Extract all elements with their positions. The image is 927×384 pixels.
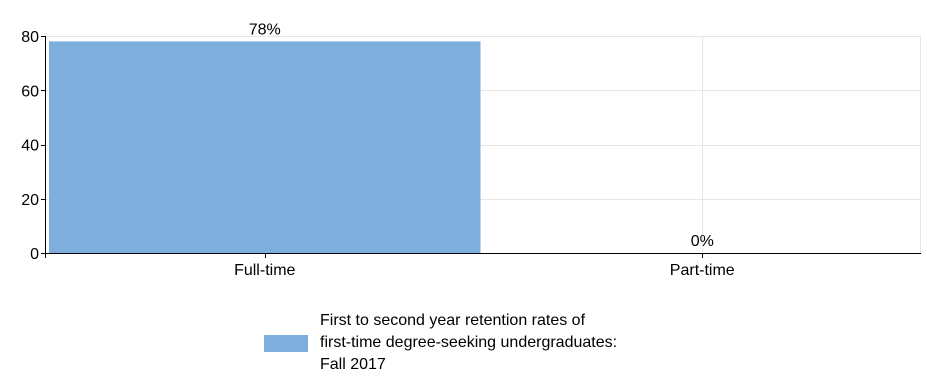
y-tick-label: 80 <box>21 29 39 46</box>
x-tick-label: Full-time <box>234 262 295 279</box>
y-tick-label: 60 <box>21 83 39 100</box>
y-tick-label: 20 <box>21 192 39 209</box>
data-label: 0% <box>691 233 714 250</box>
legend-label: First to second year retention rates of … <box>320 312 618 373</box>
y-tick-label: 0 <box>30 246 39 263</box>
bars <box>49 41 481 253</box>
axes <box>41 36 921 258</box>
y-tick-label: 40 <box>21 138 39 155</box>
labels: 78% 0% 0 20 40 60 80 Full-time Part-time <box>21 21 735 279</box>
data-label: 78% <box>249 21 281 38</box>
legend-swatch <box>264 334 308 352</box>
x-tick-label: Part-time <box>670 262 735 279</box>
bar-chart: 78% 0% 0 20 40 60 80 Full-time Part-time <box>21 21 921 279</box>
legend: First to second year retention rates of … <box>264 310 620 376</box>
bar-full-time <box>49 41 481 253</box>
